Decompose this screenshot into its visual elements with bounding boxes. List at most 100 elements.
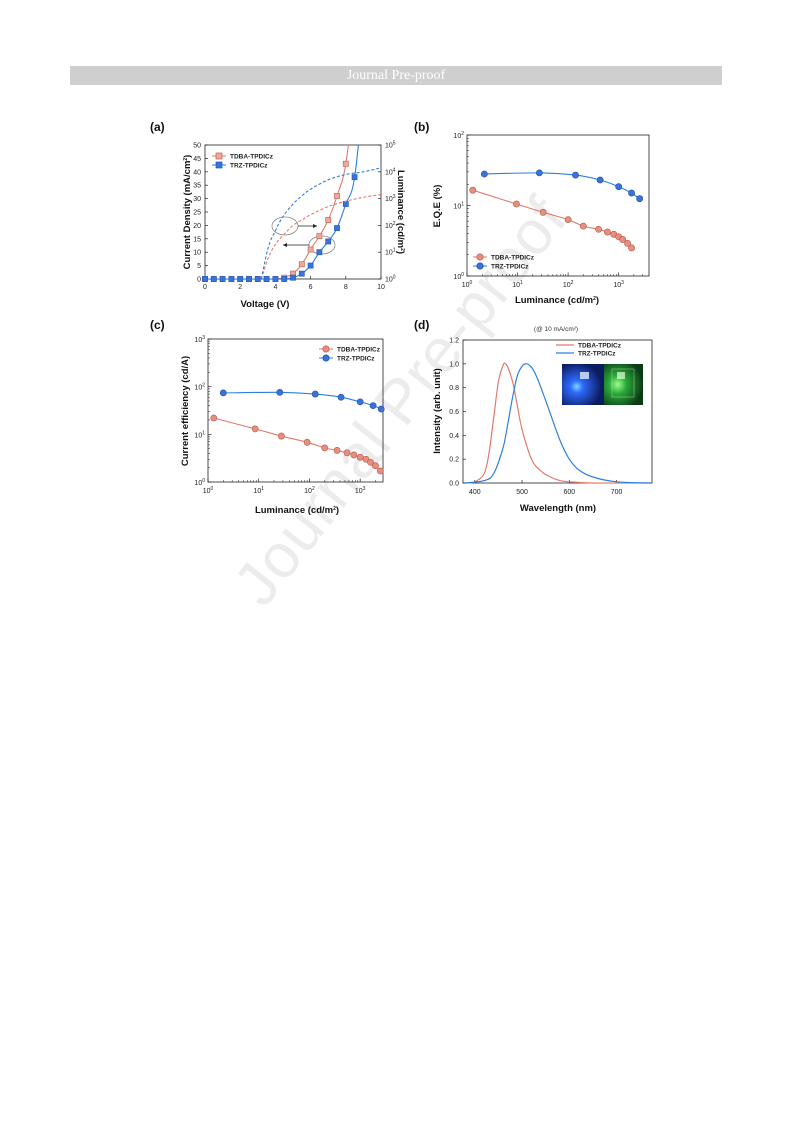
- a-xtick-label-5: 10: [377, 284, 385, 291]
- c-series-0-point-2: [278, 432, 285, 440]
- c-xtick-label-0: 100: [203, 486, 214, 495]
- panel-a: (a) Voltage (V) Current Density (mA/cm2)…: [150, 120, 406, 310]
- a-series-1-point-7: [263, 276, 270, 282]
- a-series-1-point-15: [334, 225, 340, 231]
- c-series-0-line: [213, 417, 381, 472]
- b-series-0-point-10: [624, 240, 631, 247]
- b-series-0-point-5: [595, 225, 602, 233]
- c-series-1-point-4: [356, 398, 364, 406]
- a-xlabel: Voltage (V): [241, 299, 290, 310]
- d-xtick-label-2: 600: [563, 489, 575, 496]
- a-y2tick-label-2: 102: [385, 221, 396, 230]
- b-series-0-point-2: [539, 208, 547, 216]
- a-series-1-point-13: [316, 249, 323, 256]
- a-series-1-point-5: [246, 276, 252, 282]
- panel-c: (c) Luminance (cd/m2) Current efficiency…: [150, 318, 385, 516]
- c-ytick-label-2: 102: [194, 383, 205, 392]
- b-series-1-point-5: [628, 189, 635, 197]
- a-xtick-label-3: 6: [309, 284, 313, 291]
- panel-b: (b) Luminance (cd/m2) E.Q.E (%) 100 101 10…: [414, 120, 650, 306]
- d-ytick-label-6: 1.2: [449, 338, 459, 345]
- header-text: Journal Pre-proof: [346, 68, 446, 83]
- panel-c-label: (c): [150, 318, 165, 332]
- c-series-0-point-5: [333, 447, 341, 454]
- a-series-1-point-14: [325, 238, 332, 245]
- a-series-1-point-10: [290, 274, 296, 281]
- a-series-0-point-14: [325, 217, 332, 223]
- b-series-0-point-4: [579, 222, 587, 230]
- a-ytick-label-7: 35: [193, 183, 201, 190]
- c-series-0-point-0: [210, 414, 218, 422]
- d-ytick-label-4: 0.8: [449, 385, 459, 392]
- a-series-0-point-13: [316, 233, 323, 240]
- a-annotation-ellipses: [271, 216, 336, 255]
- a-ellipse-luminance: [271, 216, 299, 236]
- c-series-1-point-2: [311, 390, 319, 398]
- a-series-1-point-11: [298, 270, 305, 277]
- panel-d: (d) (@ 10 mA/cm²) Waveleng: [414, 318, 653, 514]
- a-y2tick-label-5: 105: [385, 141, 396, 150]
- a-series-1-point-4: [237, 276, 244, 282]
- c-xlabel: Luminance (cd/m2): [255, 505, 339, 516]
- d-ylabel: Intensity (arb. unit): [432, 368, 443, 454]
- d-series-0-line: [465, 362, 652, 484]
- c-series-1-point-6: [377, 405, 385, 413]
- a-legend-marker-1: [215, 161, 223, 169]
- a-series-3-luminance-line: [260, 167, 381, 279]
- a-xtick-label-2: 4: [273, 284, 277, 291]
- a-ytick-label-0: 0: [197, 277, 201, 284]
- a-series-1-point-9: [281, 276, 288, 282]
- c-series-0-point-7: [350, 451, 358, 459]
- panel-b-label: (b): [414, 120, 429, 134]
- b-ytick-label-2: 102: [453, 131, 464, 140]
- b-series-1-point-0: [480, 170, 488, 178]
- d-ytick-label-5: 1.0: [449, 361, 459, 368]
- a-ytick-label-3: 15: [193, 236, 201, 243]
- d-series-1-line: [465, 363, 653, 484]
- a-series-1-point-2: [219, 276, 226, 282]
- b-legend-label-0: TDBA-TPDICz: [491, 254, 535, 261]
- c-series-0-point-8: [356, 453, 364, 461]
- green-device-outline: [611, 368, 635, 398]
- panel-a-label: (a): [150, 120, 165, 134]
- c-series-0-point-3: [303, 438, 311, 446]
- b-xtick-label-0: 100: [462, 280, 473, 289]
- b-xtick-label-1: 101: [512, 280, 523, 289]
- c-series-1-point-1: [276, 388, 284, 396]
- a-legend-marker-0: [215, 152, 223, 160]
- b-series-0-point-1: [513, 200, 520, 208]
- a-series-1-point-16: [342, 201, 349, 207]
- panel-d-frame: [462, 339, 653, 484]
- b-legend-label-1: TRZ-TPDICz: [491, 263, 529, 270]
- b-legend-marker-1: [476, 262, 484, 270]
- d-xlabel: Wavelength (nm): [520, 503, 596, 514]
- a-legend-label-0: TDBA-TPDICz: [230, 153, 274, 160]
- green-device-pad: [617, 372, 625, 379]
- a-series-1-point-8: [272, 276, 279, 282]
- d-ytick-label-1: 0.2: [449, 457, 459, 464]
- a-legend-label-1: TRZ-TPDICz: [230, 162, 268, 169]
- b-series-1-point-3: [596, 176, 604, 184]
- a-series-0-point-12: [307, 246, 314, 253]
- c-legend-label-0: TDBA-TPDICz: [337, 346, 381, 353]
- a-y2tick-label-1: 101: [385, 248, 396, 257]
- b-ytick-label-0: 100: [453, 272, 464, 281]
- a-series-1-point-0: [202, 276, 208, 282]
- c-series-0-point-6: [343, 449, 351, 457]
- b-series-1-point-2: [572, 171, 579, 179]
- d-note: (@ 10 mA/cm²): [534, 326, 578, 333]
- d-ytick-label-3: 0.6: [449, 409, 459, 416]
- b-series-0-line: [472, 189, 633, 249]
- a-y2label: Luminance (cd/m2): [395, 170, 406, 254]
- c-series-0-point-10: [367, 458, 374, 466]
- b-series-0-point-11: [628, 244, 635, 252]
- a-ytick-label-6: 30: [193, 196, 201, 203]
- a-series-0-point-15: [334, 193, 340, 199]
- a-series-1-point-12: [307, 262, 314, 269]
- a-y2tick-label-4: 104: [385, 167, 396, 176]
- a-series-0-point-11: [298, 261, 305, 268]
- a-series-1-line: [205, 145, 360, 279]
- a-series-0-line: [205, 145, 349, 279]
- d-legend-label-0: TDBA-TPDICz: [578, 342, 622, 349]
- b-series-0-point-0: [469, 186, 477, 194]
